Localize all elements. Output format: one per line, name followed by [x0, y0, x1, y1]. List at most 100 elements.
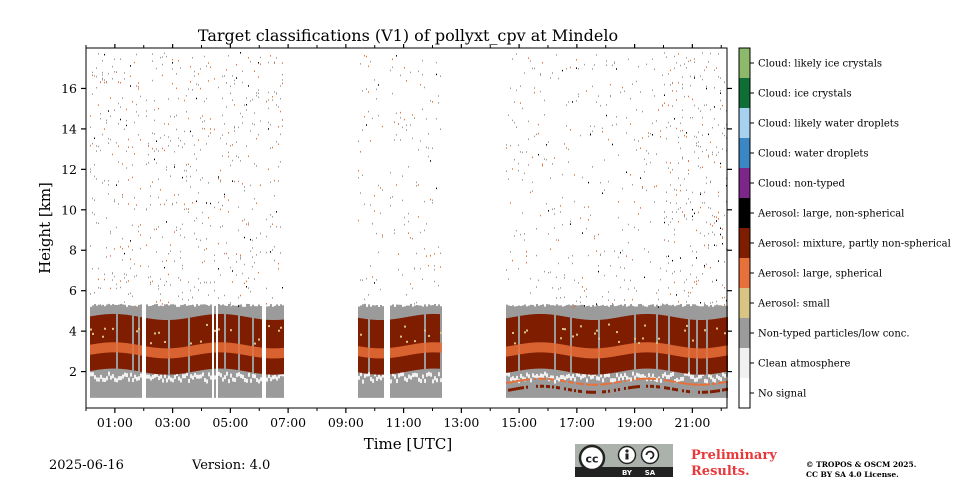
profile-column [96, 67, 98, 398]
profile-column [692, 98, 694, 398]
profile-column [186, 95, 188, 398]
profile-column [374, 79, 376, 398]
profile-column [694, 58, 696, 398]
profile-column [530, 60, 532, 398]
profile-column [512, 58, 514, 398]
profile-column [700, 75, 702, 398]
profile-column [534, 67, 536, 398]
profile-column [656, 120, 658, 398]
legend-swatch [739, 288, 750, 318]
colorbar-frame [738, 47, 751, 409]
profile-column [130, 65, 132, 398]
copyright-line-2: CC BY SA 4.0 License. [806, 470, 899, 479]
preliminary-notice: Preliminary Results. [691, 448, 777, 479]
profile-column [368, 65, 370, 398]
profile-column [664, 52, 666, 398]
profile-column [268, 61, 270, 398]
profile-column [378, 84, 380, 398]
profile-column [610, 83, 612, 398]
profile-column [614, 61, 616, 398]
svg-text:cc: cc [585, 453, 598, 466]
profile-column [570, 66, 572, 398]
profile-column [246, 97, 248, 398]
cc-sa-label: SA [645, 469, 656, 477]
legend-label: Cloud: water droplets [758, 149, 869, 160]
profile-column [190, 66, 192, 398]
legend-label: Aerosol: mixture, partly non-spherical [757, 239, 951, 250]
profile-column [526, 151, 528, 398]
legend-swatch [739, 378, 750, 408]
profile-column [620, 91, 622, 398]
legend-label: Non-typed particles/low conc. [758, 329, 910, 340]
profile-column [546, 144, 548, 398]
profile-column [396, 55, 398, 398]
profile-column [722, 104, 724, 398]
profile-column [616, 68, 618, 398]
profile-column [164, 52, 166, 398]
profile-column [542, 62, 544, 398]
profile-column [152, 53, 154, 398]
profile-column [98, 53, 100, 398]
profile-column [638, 65, 640, 398]
profile-column [376, 88, 378, 398]
profile-column [250, 60, 252, 398]
legend-swatch [739, 138, 750, 168]
profile-column [198, 73, 200, 398]
legend-label: Cloud: non-typed [758, 179, 846, 190]
profile-column [582, 176, 584, 398]
profile-column [596, 54, 598, 398]
profile-column [422, 59, 424, 398]
x-tick-label: 05:00 [212, 415, 248, 430]
profile-column [94, 75, 96, 398]
profile-column [640, 91, 642, 398]
profile-column [440, 75, 442, 398]
profile-column [226, 69, 228, 398]
profile-column [602, 127, 604, 398]
profile-column [220, 137, 222, 398]
profile-column [102, 60, 104, 398]
y-tick-label: 16 [61, 81, 77, 96]
profile-column [714, 69, 716, 398]
x-axis: 01:00 03:00 05:00 07:00 09:00 11:00 13:00 15:00… [85, 44, 722, 430]
profile-column [698, 107, 700, 398]
profile-column [544, 99, 546, 398]
profile-column [110, 97, 112, 398]
profile-column [104, 53, 106, 398]
profile-column [100, 81, 102, 398]
profile-column [710, 52, 712, 398]
profile-column [636, 80, 638, 398]
profile-column [260, 56, 262, 398]
profile-column [278, 106, 280, 398]
profile-column [174, 116, 176, 398]
profile-column [608, 138, 610, 398]
profile-column [682, 76, 684, 398]
profile-column [108, 72, 110, 398]
profile-column [706, 66, 708, 398]
profile-column [420, 83, 422, 398]
profile-column [398, 122, 400, 398]
profile-column [124, 72, 126, 398]
version-label: Version: 4.0 [192, 458, 271, 473]
profile-column [560, 205, 562, 398]
profile-column [404, 66, 406, 398]
profile-column [410, 71, 412, 398]
legend-swatch [739, 168, 750, 198]
profile-column [612, 64, 614, 398]
profile-column [132, 100, 134, 398]
profile-column [666, 56, 668, 398]
profile-column [724, 81, 726, 398]
copyright-line-1: © TROPOS & OSCM 2025. [806, 460, 917, 469]
profile-column [536, 133, 538, 398]
y-tick-label: 12 [61, 162, 77, 177]
profile-column [584, 63, 586, 398]
profile-column [184, 99, 186, 398]
profile-column [224, 75, 226, 398]
profile-column [566, 67, 568, 398]
profile-column [652, 58, 654, 398]
copyright-notice: © TROPOS & OSCM 2025. CC BY SA 4.0 Licen… [806, 460, 916, 480]
profile-column [436, 61, 438, 398]
profile-column [630, 97, 632, 398]
legend-swatch [739, 228, 750, 258]
legend-label: Cloud: likely ice crystals [758, 59, 882, 70]
